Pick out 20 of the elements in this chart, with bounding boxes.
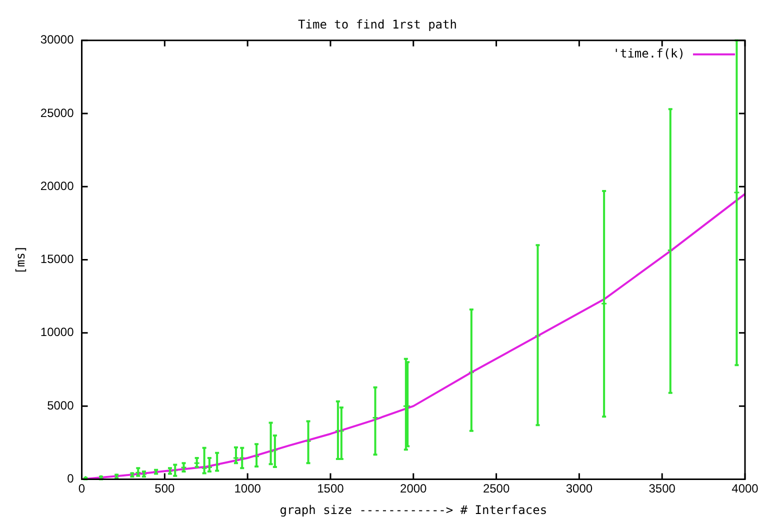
x-tick-label: 1000 bbox=[234, 482, 262, 496]
x-tick-label: 3000 bbox=[566, 482, 593, 496]
chart-title: Time to find 1rst path bbox=[298, 17, 457, 32]
y-tick-label: 30000 bbox=[40, 32, 74, 47]
y-tick-label: 20000 bbox=[40, 178, 74, 193]
y-tick-label: 10000 bbox=[40, 325, 74, 340]
x-tick-label: 4000 bbox=[732, 482, 759, 496]
x-tick-label: 2500 bbox=[482, 482, 510, 496]
y-axis-title: [ms] bbox=[13, 245, 28, 274]
x-tick-label: 0 bbox=[78, 482, 86, 496]
y-tick-label: 5000 bbox=[47, 398, 74, 412]
x-axis-title: graph size ------------> # Interfaces bbox=[280, 502, 548, 517]
y-tick-label: 15000 bbox=[40, 252, 74, 266]
x-tick-label: 1500 bbox=[317, 482, 344, 496]
y-tick-label: 25000 bbox=[40, 106, 74, 120]
x-tick-label: 2000 bbox=[400, 482, 428, 496]
x-tick-label: 500 bbox=[154, 482, 176, 496]
y-tick-label: 0 bbox=[67, 472, 74, 486]
x-tick-label: 3500 bbox=[648, 482, 676, 496]
legend-label: 'time.f(k) bbox=[612, 46, 685, 61]
